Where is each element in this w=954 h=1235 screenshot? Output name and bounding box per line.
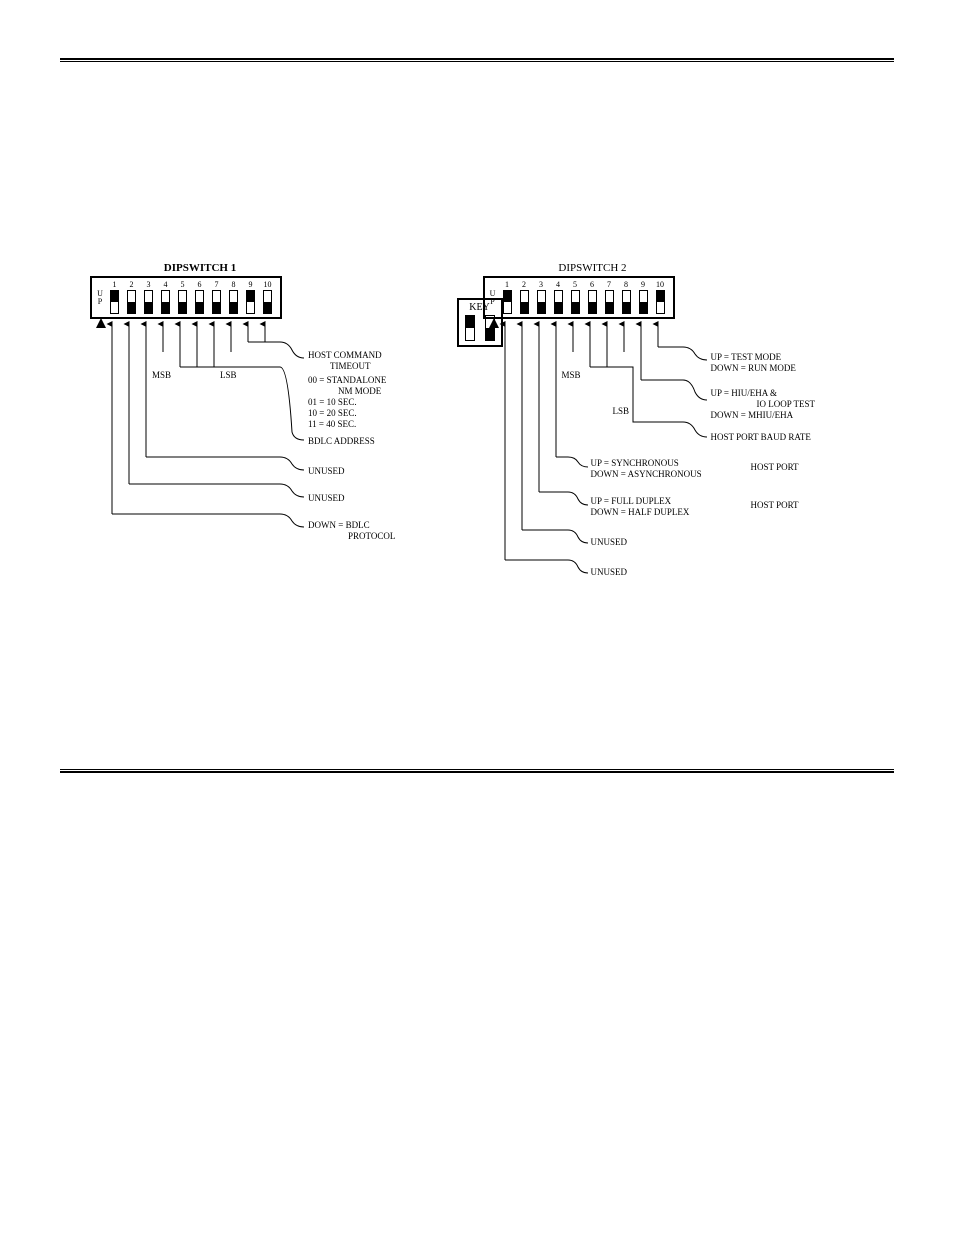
dip2-ann-baud: HOST PORT BAUD RATE [711,432,811,443]
dip-switch-4: 4 [550,280,567,314]
top-rule [60,58,894,62]
dip2-ann-sync-lbl: HOST PORT [751,462,799,473]
bottom-rule [60,769,894,773]
dip-switch-10: 10 [259,280,276,314]
dip-switch-9: 9 [242,280,259,314]
dip2-ann-dup-lbl: HOST PORT [751,500,799,511]
dip2-diagram: DIPSWITCH 2 U P 12345678910 [473,262,895,319]
dip-switch-7: 7 [601,280,618,314]
dip-switch-3: 3 [140,280,157,314]
dip-switch-1: 1 [499,280,516,314]
dip-switch-3: 3 [533,280,550,314]
dip1-ann-timeout-vals: 00 = STANDALONE NM MODE 01 = 10 SEC. 10 … [308,375,386,430]
dip1-msb: MSB [152,370,171,381]
dip1-ann-timeout: HOST COMMAND TIMEOUT [308,350,382,372]
dip2-ann-sync: UP = SYNCHRONOUS DOWN = ASYNCHRONOUS [591,458,702,480]
dip1-switch-block: U P 12345678910 [90,276,282,319]
dip1-ann-proto: DOWN = BDLC PROTOCOL [308,520,395,542]
dip1-ann-unused1: UNUSED [308,466,345,477]
dip2-ann-mode: UP = TEST MODE DOWN = RUN MODE [711,352,796,374]
dip-switch-5: 5 [567,280,584,314]
dip2-msb: MSB [562,370,581,381]
dip1-lsb: LSB [220,370,237,381]
dip-switch-7: 7 [208,280,225,314]
dip2-ann-test: UP = HIU/EHA & IO LOOP TEST DOWN = MHIU/… [711,388,816,421]
dip1-diagram: DIPSWITCH 1 U P 12345678910 KEY [80,262,453,319]
dip2-title: DIPSWITCH 2 [493,262,693,274]
dip-switch-8: 8 [225,280,242,314]
dip1-up-p: P [94,298,106,306]
dip1-ann-addr: BDLC ADDRESS [308,436,375,447]
dip2-lsb: LSB [613,406,630,417]
dip2-up-p: P [487,298,499,306]
dip2-ann-unused1: UNUSED [591,537,628,548]
dip-switch-2: 2 [516,280,533,314]
dip-switch-9: 9 [635,280,652,314]
dip-switch-8: 8 [618,280,635,314]
dip-switch-6: 6 [191,280,208,314]
dip-switch-1: 1 [106,280,123,314]
dip-switch-2: 2 [123,280,140,314]
dip2-ann-dup: UP = FULL DUPLEX DOWN = HALF DUPLEX [591,496,690,518]
dip1-ann-unused2: UNUSED [308,493,345,504]
diagram-area: DIPSWITCH 1 U P 12345678910 KEY [60,262,894,319]
dip1-title: DIPSWITCH 1 [100,262,300,274]
dip2-switch-block: U P 12345678910 [483,276,675,319]
dip-switch-5: 5 [174,280,191,314]
dip-switch-10: 10 [652,280,669,314]
dip-switch-6: 6 [584,280,601,314]
dip-switch-4: 4 [157,280,174,314]
dip2-ann-unused2: UNUSED [591,567,628,578]
